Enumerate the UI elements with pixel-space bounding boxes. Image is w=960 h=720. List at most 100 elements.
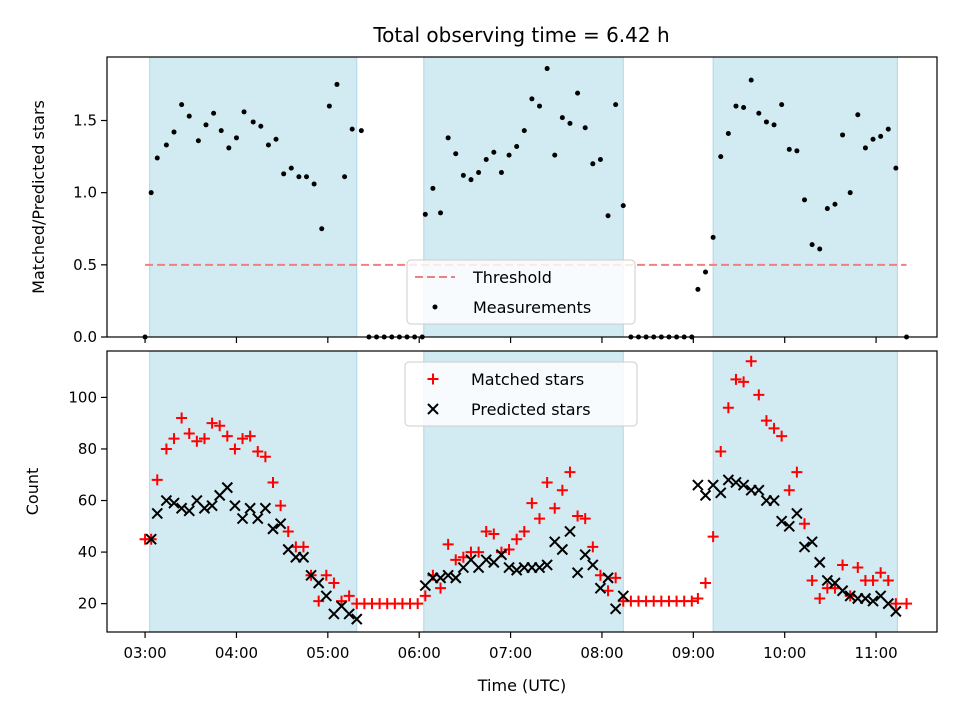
measurement-point	[186, 113, 192, 119]
matched-star-point	[783, 484, 795, 496]
matched-star-point	[320, 569, 332, 581]
predicted-star-point	[312, 577, 325, 589]
measurement-point	[893, 165, 899, 171]
matched-star-point	[442, 538, 454, 550]
count-panel-frame	[106, 350, 938, 633]
predicted-star-point	[836, 585, 849, 597]
figure-title: Total observing time = 6.42 h	[372, 23, 669, 47]
x-tick-label: 08:00	[580, 644, 623, 662]
matched-star-point	[738, 376, 750, 388]
count-legend-matched-swatch	[427, 373, 439, 385]
matched-star-point	[901, 598, 913, 610]
predicted-star-point	[252, 512, 264, 525]
measurement-point	[590, 161, 596, 167]
measurement-point	[870, 136, 876, 142]
predicted-star-point	[587, 559, 599, 571]
predicted-star-point	[571, 566, 584, 579]
measurement-point	[824, 206, 830, 212]
matched-star-point	[686, 595, 698, 607]
matched-star-point	[518, 525, 530, 537]
matched-star-point	[450, 554, 462, 566]
predicted-star-point	[890, 605, 902, 618]
measurement-point	[483, 156, 489, 162]
measurement-point	[537, 103, 543, 109]
measurement-point	[544, 66, 550, 72]
measurement-point	[438, 210, 444, 216]
matched-star-point	[198, 433, 210, 445]
measurement-point	[710, 234, 716, 240]
measurement-point	[741, 105, 747, 111]
count-legend-matched-label: Matched stars	[471, 370, 584, 389]
matched-star-point	[707, 531, 719, 543]
count-legend-predicted-swatch	[427, 403, 439, 415]
measurement-point	[559, 115, 565, 121]
predicted-star-point	[503, 561, 515, 574]
x-axis-label: Time (UTC)	[477, 676, 566, 695]
measurement-point	[756, 110, 762, 116]
matched-star-point	[587, 541, 599, 553]
matched-star-point	[799, 518, 811, 530]
y-tick-label: 0.0	[73, 328, 97, 346]
predicted-star-point	[510, 564, 523, 576]
measurement-point	[809, 242, 815, 248]
y-tick-label: 40	[78, 543, 97, 561]
y-tick-label: 80	[78, 440, 97, 458]
measurement-point	[605, 213, 611, 219]
matched-star-point	[549, 502, 561, 514]
matched-star-point	[419, 590, 431, 602]
ratio-panel-y-axis: 0.0 0.5 1.0 1.5	[73, 112, 107, 346]
measurement-point	[476, 169, 482, 175]
measurement-point	[218, 128, 224, 134]
count-legend-box	[404, 361, 638, 427]
predicted-star-point	[244, 502, 256, 514]
measurement-point	[468, 177, 474, 183]
x-tick-label: 10:00	[763, 644, 806, 662]
measurement-point	[265, 142, 271, 148]
predicted-star-point	[434, 572, 447, 584]
measurement-point	[296, 174, 302, 180]
matched-star-point	[511, 533, 523, 545]
predicted-star-point	[450, 572, 462, 584]
predicted-star-point	[602, 572, 614, 584]
measurement-point	[794, 148, 800, 154]
matched-star-point	[282, 525, 294, 537]
y-tick-label: 60	[78, 492, 97, 510]
predicted-star-point	[791, 507, 803, 520]
matched-star-point	[343, 590, 355, 602]
measurement-point	[430, 185, 436, 191]
predicted-star-point	[798, 541, 811, 553]
measurement-point	[878, 133, 884, 139]
predicted-star-point	[168, 497, 180, 509]
x-tick-label: 09:00	[672, 644, 715, 662]
predicted-star-point	[320, 590, 333, 602]
predicted-star-point	[442, 569, 454, 581]
predicted-star-point	[753, 484, 765, 496]
measurement-point	[725, 130, 731, 136]
measurement-point	[233, 135, 239, 141]
ratio-panel-frame	[106, 56, 938, 338]
measurement-point	[885, 126, 891, 132]
matched-star-point	[882, 574, 894, 586]
measurement-point	[304, 174, 310, 180]
measurement-point	[358, 128, 364, 134]
predicted-star-point	[715, 487, 727, 499]
matched-star-point	[745, 355, 757, 367]
measurement-point	[319, 226, 325, 232]
ratio-legend-threshold-label: Threshold	[472, 268, 552, 287]
measurement-point	[575, 90, 581, 96]
matched-star-point	[890, 598, 902, 610]
matched-star-point	[875, 567, 887, 579]
measurement-point	[847, 190, 853, 196]
predicted-star-point	[737, 479, 750, 491]
matched-star-point	[753, 389, 765, 401]
predicted-star-point	[198, 502, 211, 514]
matched-star-point	[183, 427, 195, 439]
measurement-point	[250, 119, 256, 125]
matched-star-point	[692, 592, 704, 604]
predicted-star-point	[821, 574, 834, 587]
measurement-point	[613, 102, 619, 108]
predicted-star-point	[267, 523, 279, 535]
measurement-point	[567, 120, 573, 126]
measurement-point	[498, 169, 504, 175]
measurement-point	[311, 181, 317, 187]
